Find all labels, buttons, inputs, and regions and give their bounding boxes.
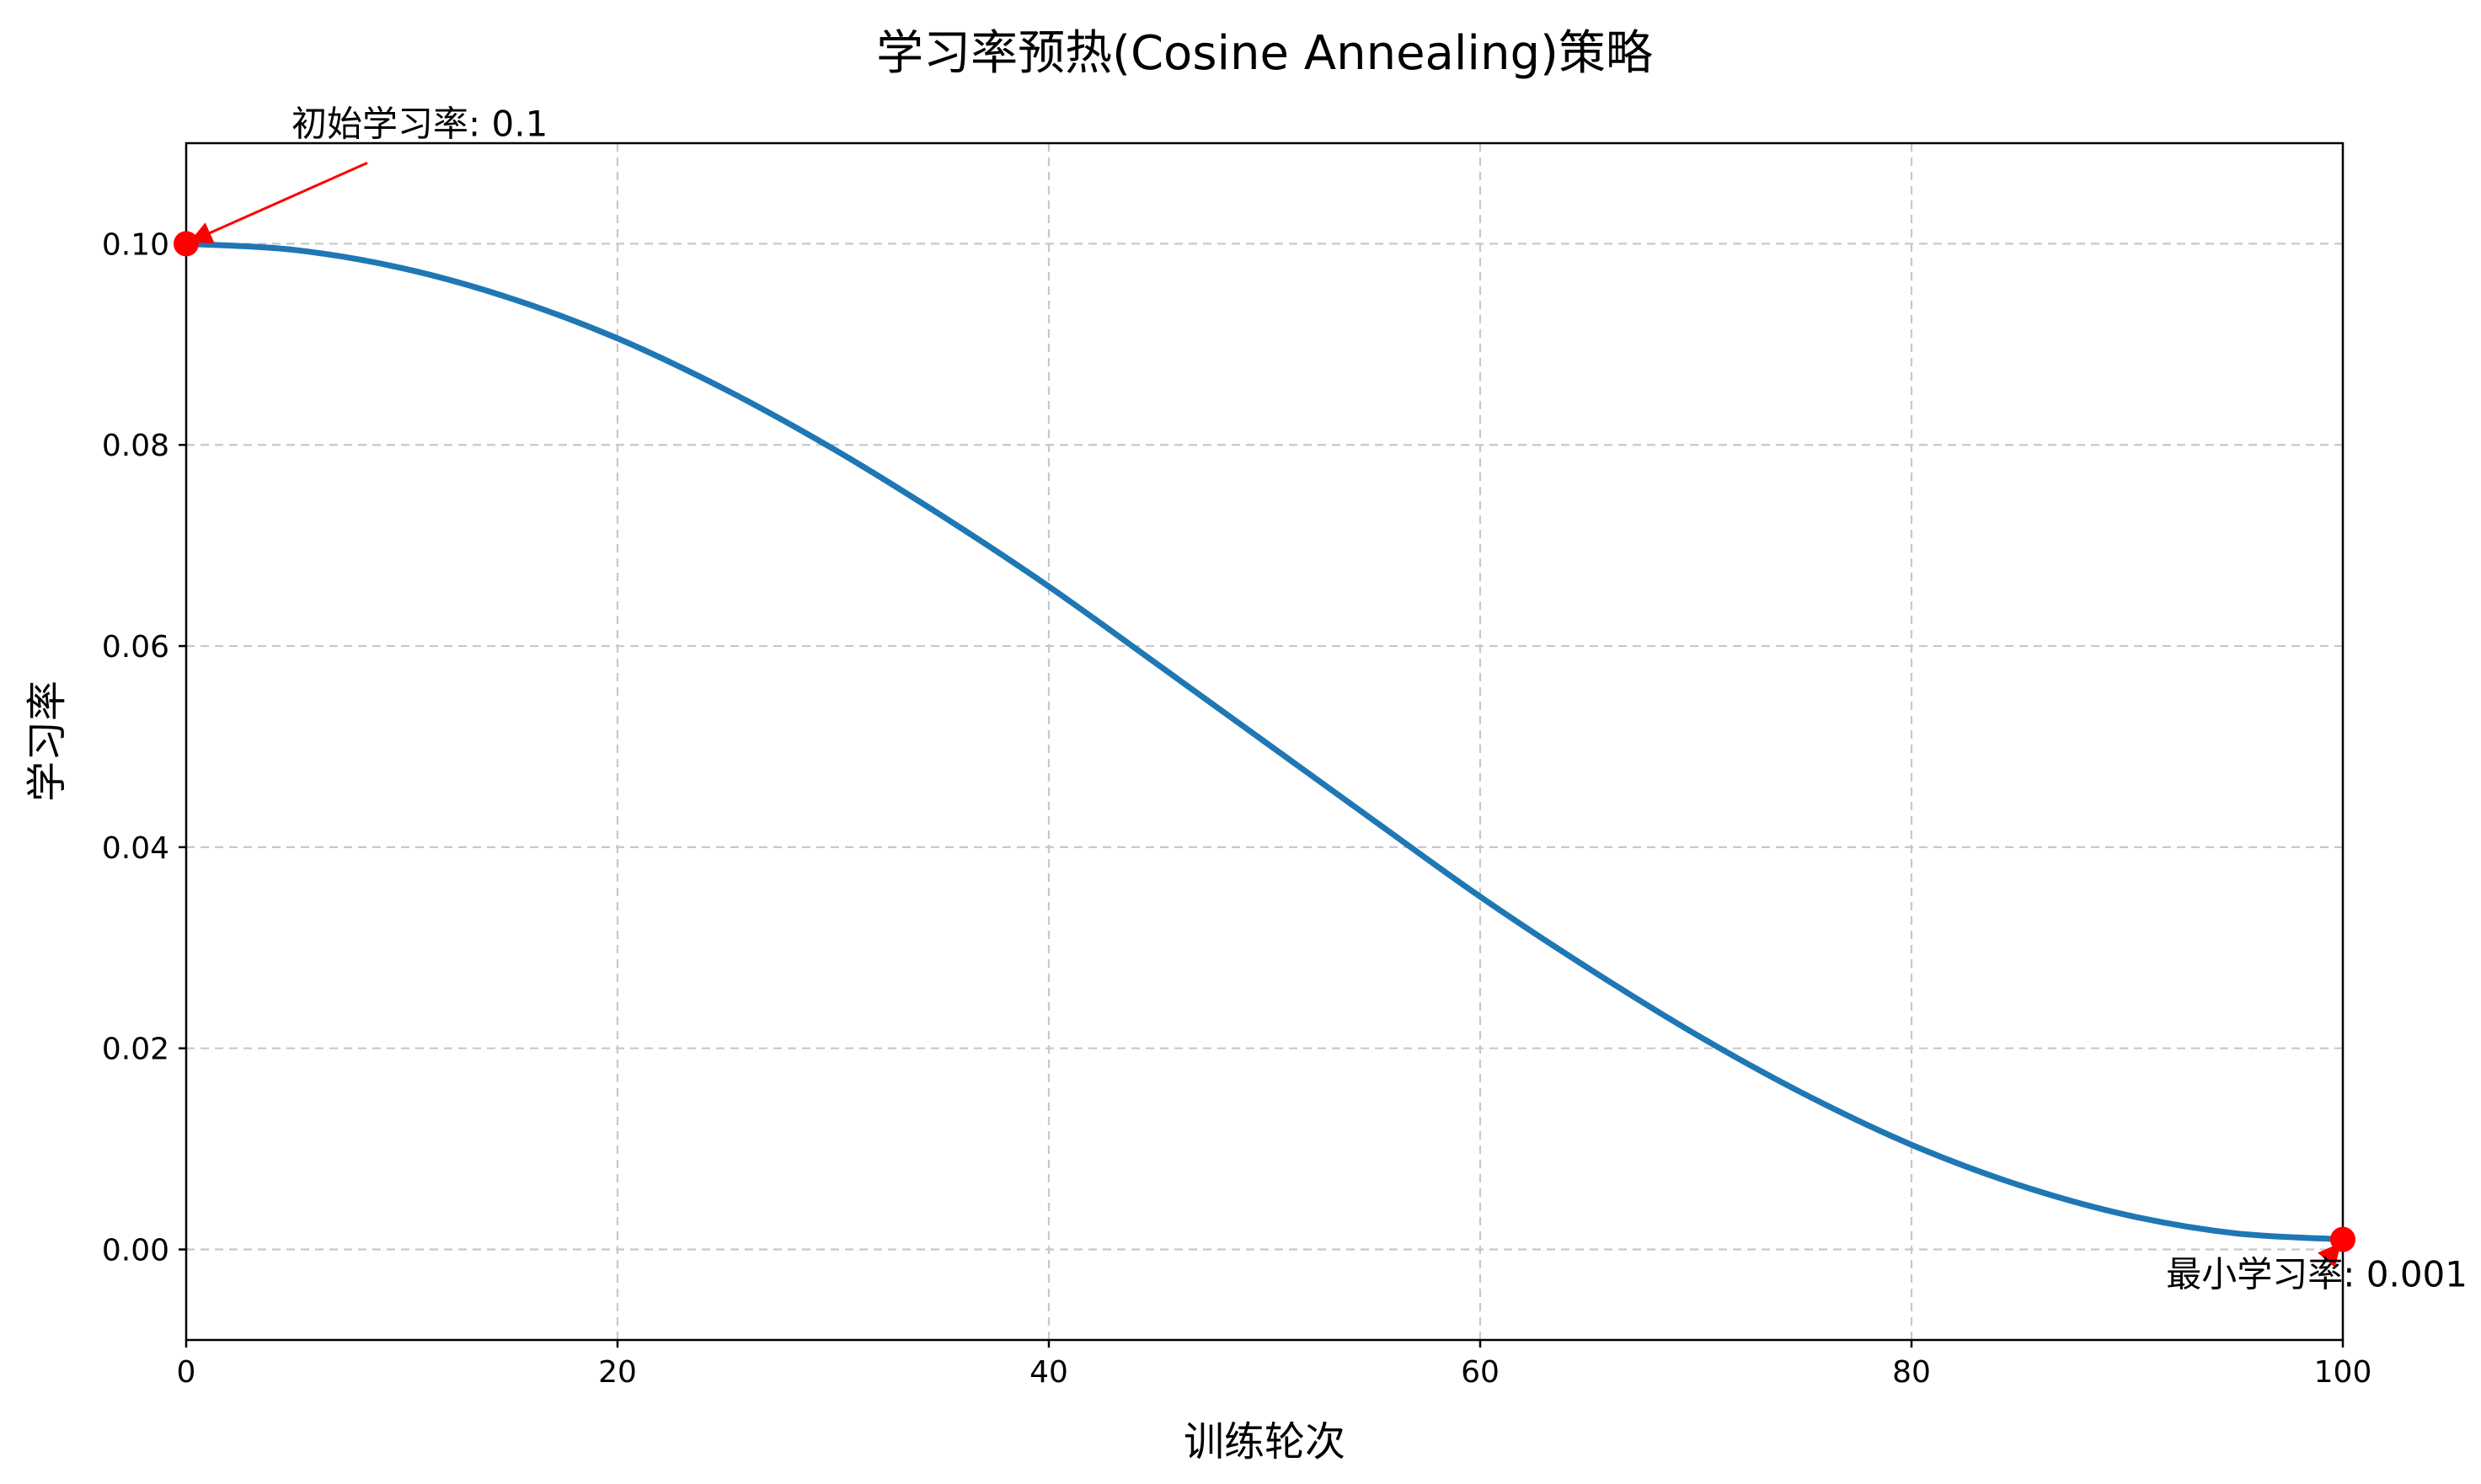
annotations: 初始学习率: 0.1 最小学习率: 0.001 (174, 103, 2468, 1295)
start-annotation-label: 初始学习率: 0.1 (291, 103, 548, 144)
y-tick-label: 0.10 (102, 227, 169, 262)
plot-frame (184, 141, 2345, 1342)
x-tick-label: 100 (2314, 1355, 2372, 1390)
x-tick-label: 40 (1029, 1355, 1068, 1390)
x-tick-label: 80 (1892, 1355, 1931, 1390)
end-annotation-label: 最小学习率: 0.001 (2166, 1254, 2468, 1295)
grid (184, 143, 2345, 1340)
y-tick-label: 0.04 (102, 831, 169, 866)
y-tick-label: 0.00 (102, 1234, 169, 1268)
x-tick-label: 20 (598, 1355, 637, 1390)
axes: 0 20 40 60 80 100 0.00 0.02 0.04 0.06 0.08 0.10 (102, 227, 2372, 1390)
x-tick-label: 0 (177, 1355, 196, 1390)
series-line (183, 240, 2346, 1243)
y-axis-label: 学习率 (24, 681, 71, 802)
end-marker (2330, 1226, 2355, 1252)
x-tick-label: 60 (1461, 1355, 1500, 1390)
x-axis-label: 训练轮次 (1184, 1418, 1345, 1465)
chart-title: 学习率预热(Cosine Annealing)策略 (876, 26, 1653, 81)
start-annotation-arrow (189, 162, 368, 243)
plot-area (183, 240, 2346, 1243)
y-tick-label: 0.06 (102, 630, 169, 665)
y-tick-label: 0.08 (102, 429, 169, 463)
end-annotation-arrow (2318, 1242, 2341, 1268)
y-tick-label: 0.02 (102, 1033, 169, 1067)
start-marker (174, 231, 199, 257)
